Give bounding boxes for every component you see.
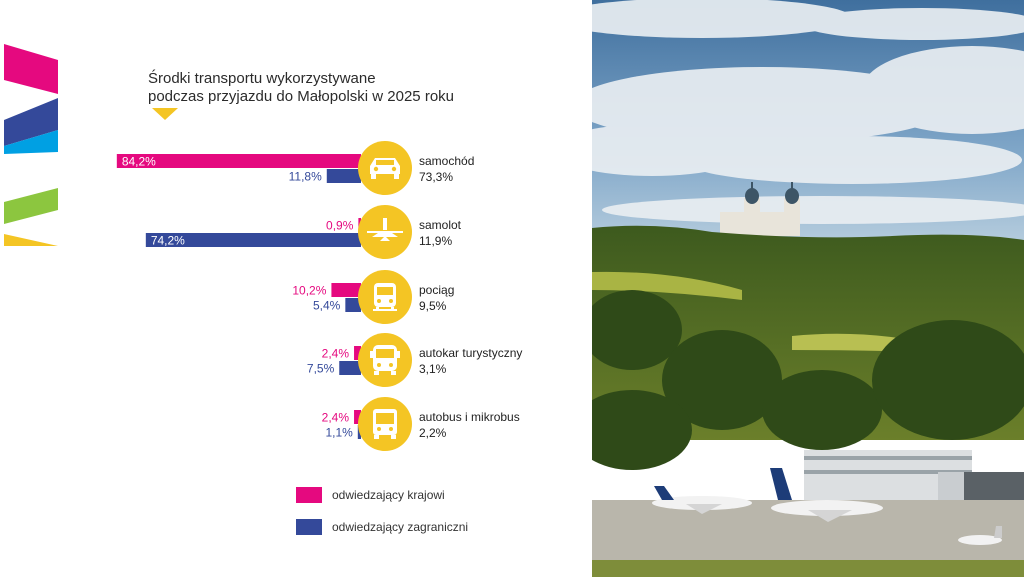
car-icon (370, 158, 400, 179)
deco-cyan-stripe (4, 130, 58, 154)
coach-icon (370, 345, 400, 375)
category-label-2: pociąg (419, 283, 454, 297)
bar-foreign-3 (339, 361, 361, 375)
data-label-foreign-2: 5,4% (313, 299, 341, 313)
total-label-3: 3,1% (419, 362, 447, 376)
photo-trees (592, 290, 1024, 470)
total-label-0: 73,3% (419, 170, 453, 184)
airplane-right (770, 468, 883, 522)
brand-decoration (4, 44, 58, 246)
deco-yellow-stripe (4, 234, 58, 246)
legend-swatch-foreign (296, 519, 322, 535)
data-label-domestic-4: 2,4% (322, 411, 350, 425)
data-label-foreign-4: 1,1% (325, 426, 353, 440)
title-pointer-icon (152, 108, 178, 120)
data-label-domestic-3: 2,4% (322, 347, 350, 361)
category-label-4: autobus i mikrobus (419, 410, 520, 424)
bar-foreign-1 (145, 233, 361, 247)
landscape-photo (592, 0, 1024, 577)
bar-domestic-0 (116, 154, 361, 168)
plane-icon (367, 218, 403, 241)
monastery-building (720, 182, 800, 236)
train-icon (373, 283, 397, 311)
data-label-domestic-2: 10,2% (292, 284, 326, 298)
legend-item-domestic: odwiedzający krajowi (296, 486, 468, 504)
total-label-2: 9,5% (419, 299, 447, 313)
bar-foreign-2 (345, 298, 361, 312)
chart-legend: odwiedzający krajowi odwiedzający zagran… (296, 486, 468, 550)
transport-bar-chart: 84,2% 11,8% samochód 73,3% 0,9% 74,2% samolot 1… (116, 141, 522, 451)
data-label-foreign-0: 11,8% (289, 170, 322, 184)
bar-domestic-4 (354, 410, 361, 424)
bus-icon (373, 409, 397, 439)
total-label-1: 11,9% (419, 234, 452, 248)
legend-swatch-domestic (296, 487, 322, 503)
airplane-left (652, 486, 752, 514)
bar-domestic-2 (331, 283, 361, 297)
legend-label-domestic: odwiedzający krajowi (332, 488, 445, 502)
bar-domestic-3 (354, 346, 361, 360)
category-label-3: autokar turystyczny (419, 346, 522, 360)
legend-label-foreign: odwiedzający zagraniczni (332, 520, 469, 534)
category-label-1: samolot (419, 218, 462, 232)
data-label-domestic-0: 84,2% (122, 155, 156, 169)
photo-clouds (592, 0, 1024, 224)
chart-title: Środki transportu wykorzystywane podczas… (148, 70, 454, 106)
chart-title-line-1: Środki transportu wykorzystywane (148, 70, 376, 87)
total-label-4: 2,2% (419, 426, 447, 440)
data-label-foreign-3: 7,5% (307, 362, 335, 376)
data-label-foreign-1: 74,2% (151, 234, 185, 248)
data-label-domestic-1: 0,9% (326, 219, 354, 233)
category-label-0: samochód (419, 154, 474, 168)
small-jet (958, 526, 1002, 545)
photo-grass-strip (592, 560, 1024, 577)
chart-title-line-2: podczas przyjazdu do Małopolski w 2025 r… (148, 88, 454, 105)
deco-magenta-stripe (4, 44, 58, 94)
legend-item-foreign: odwiedzający zagraniczni (296, 518, 468, 536)
deco-green-stripe (4, 188, 58, 224)
bar-foreign-0 (326, 169, 361, 183)
